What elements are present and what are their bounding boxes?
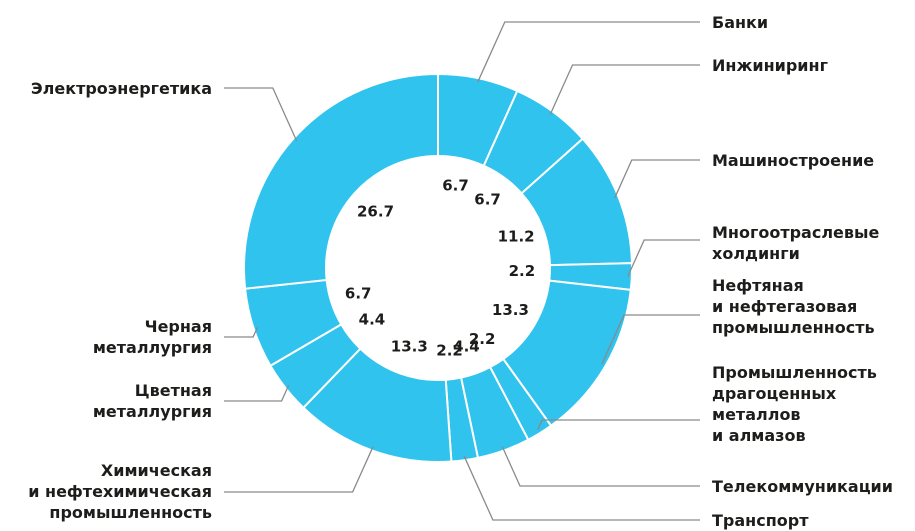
value-label: 4.4 xyxy=(359,310,386,328)
donut-slice xyxy=(243,72,439,290)
leader-line xyxy=(463,455,700,521)
value-label: 4.4 xyxy=(453,338,480,356)
leader-line xyxy=(614,159,700,199)
value-label: 2.2 xyxy=(436,342,463,360)
category-label: Инжиниринг xyxy=(712,56,828,75)
value-label: 6.7 xyxy=(345,285,372,303)
leader-line xyxy=(224,327,259,338)
category-label: Транспорт xyxy=(712,511,809,530)
value-label: 13.3 xyxy=(492,301,529,319)
leader-line xyxy=(549,64,700,115)
category-label: Нефтяная и нефтегазовая промышленность xyxy=(712,276,875,337)
leader-line xyxy=(224,385,290,402)
value-label: 6.7 xyxy=(474,191,501,209)
leader-line xyxy=(224,446,374,493)
category-label: Электроэнергетика xyxy=(30,79,212,98)
category-label: Многоотраслевые холдинги xyxy=(712,223,880,263)
leader-line xyxy=(501,446,700,487)
category-label: Машиностроение xyxy=(712,151,875,170)
value-label: 2.2 xyxy=(469,330,496,348)
leader-line xyxy=(627,239,700,277)
leader-line xyxy=(537,419,700,430)
category-label: Банки xyxy=(712,13,769,32)
leader-line xyxy=(601,314,700,365)
value-label: 26.7 xyxy=(357,202,394,220)
category-label: Телекоммуникации xyxy=(712,477,893,496)
category-label: Черная металлургия xyxy=(92,317,212,357)
category-label: Химическая и нефтехимическая промышленно… xyxy=(28,461,212,522)
value-label: 11.2 xyxy=(498,228,535,246)
value-label: 6.7 xyxy=(442,176,469,194)
category-label: Промышленность драгоценных металлов и ал… xyxy=(712,363,877,445)
leader-line xyxy=(224,87,298,142)
leader-line xyxy=(477,21,700,83)
category-label: Цветная металлургия xyxy=(92,381,212,421)
value-label: 13.3 xyxy=(391,337,428,355)
value-label: 2.2 xyxy=(509,262,536,280)
